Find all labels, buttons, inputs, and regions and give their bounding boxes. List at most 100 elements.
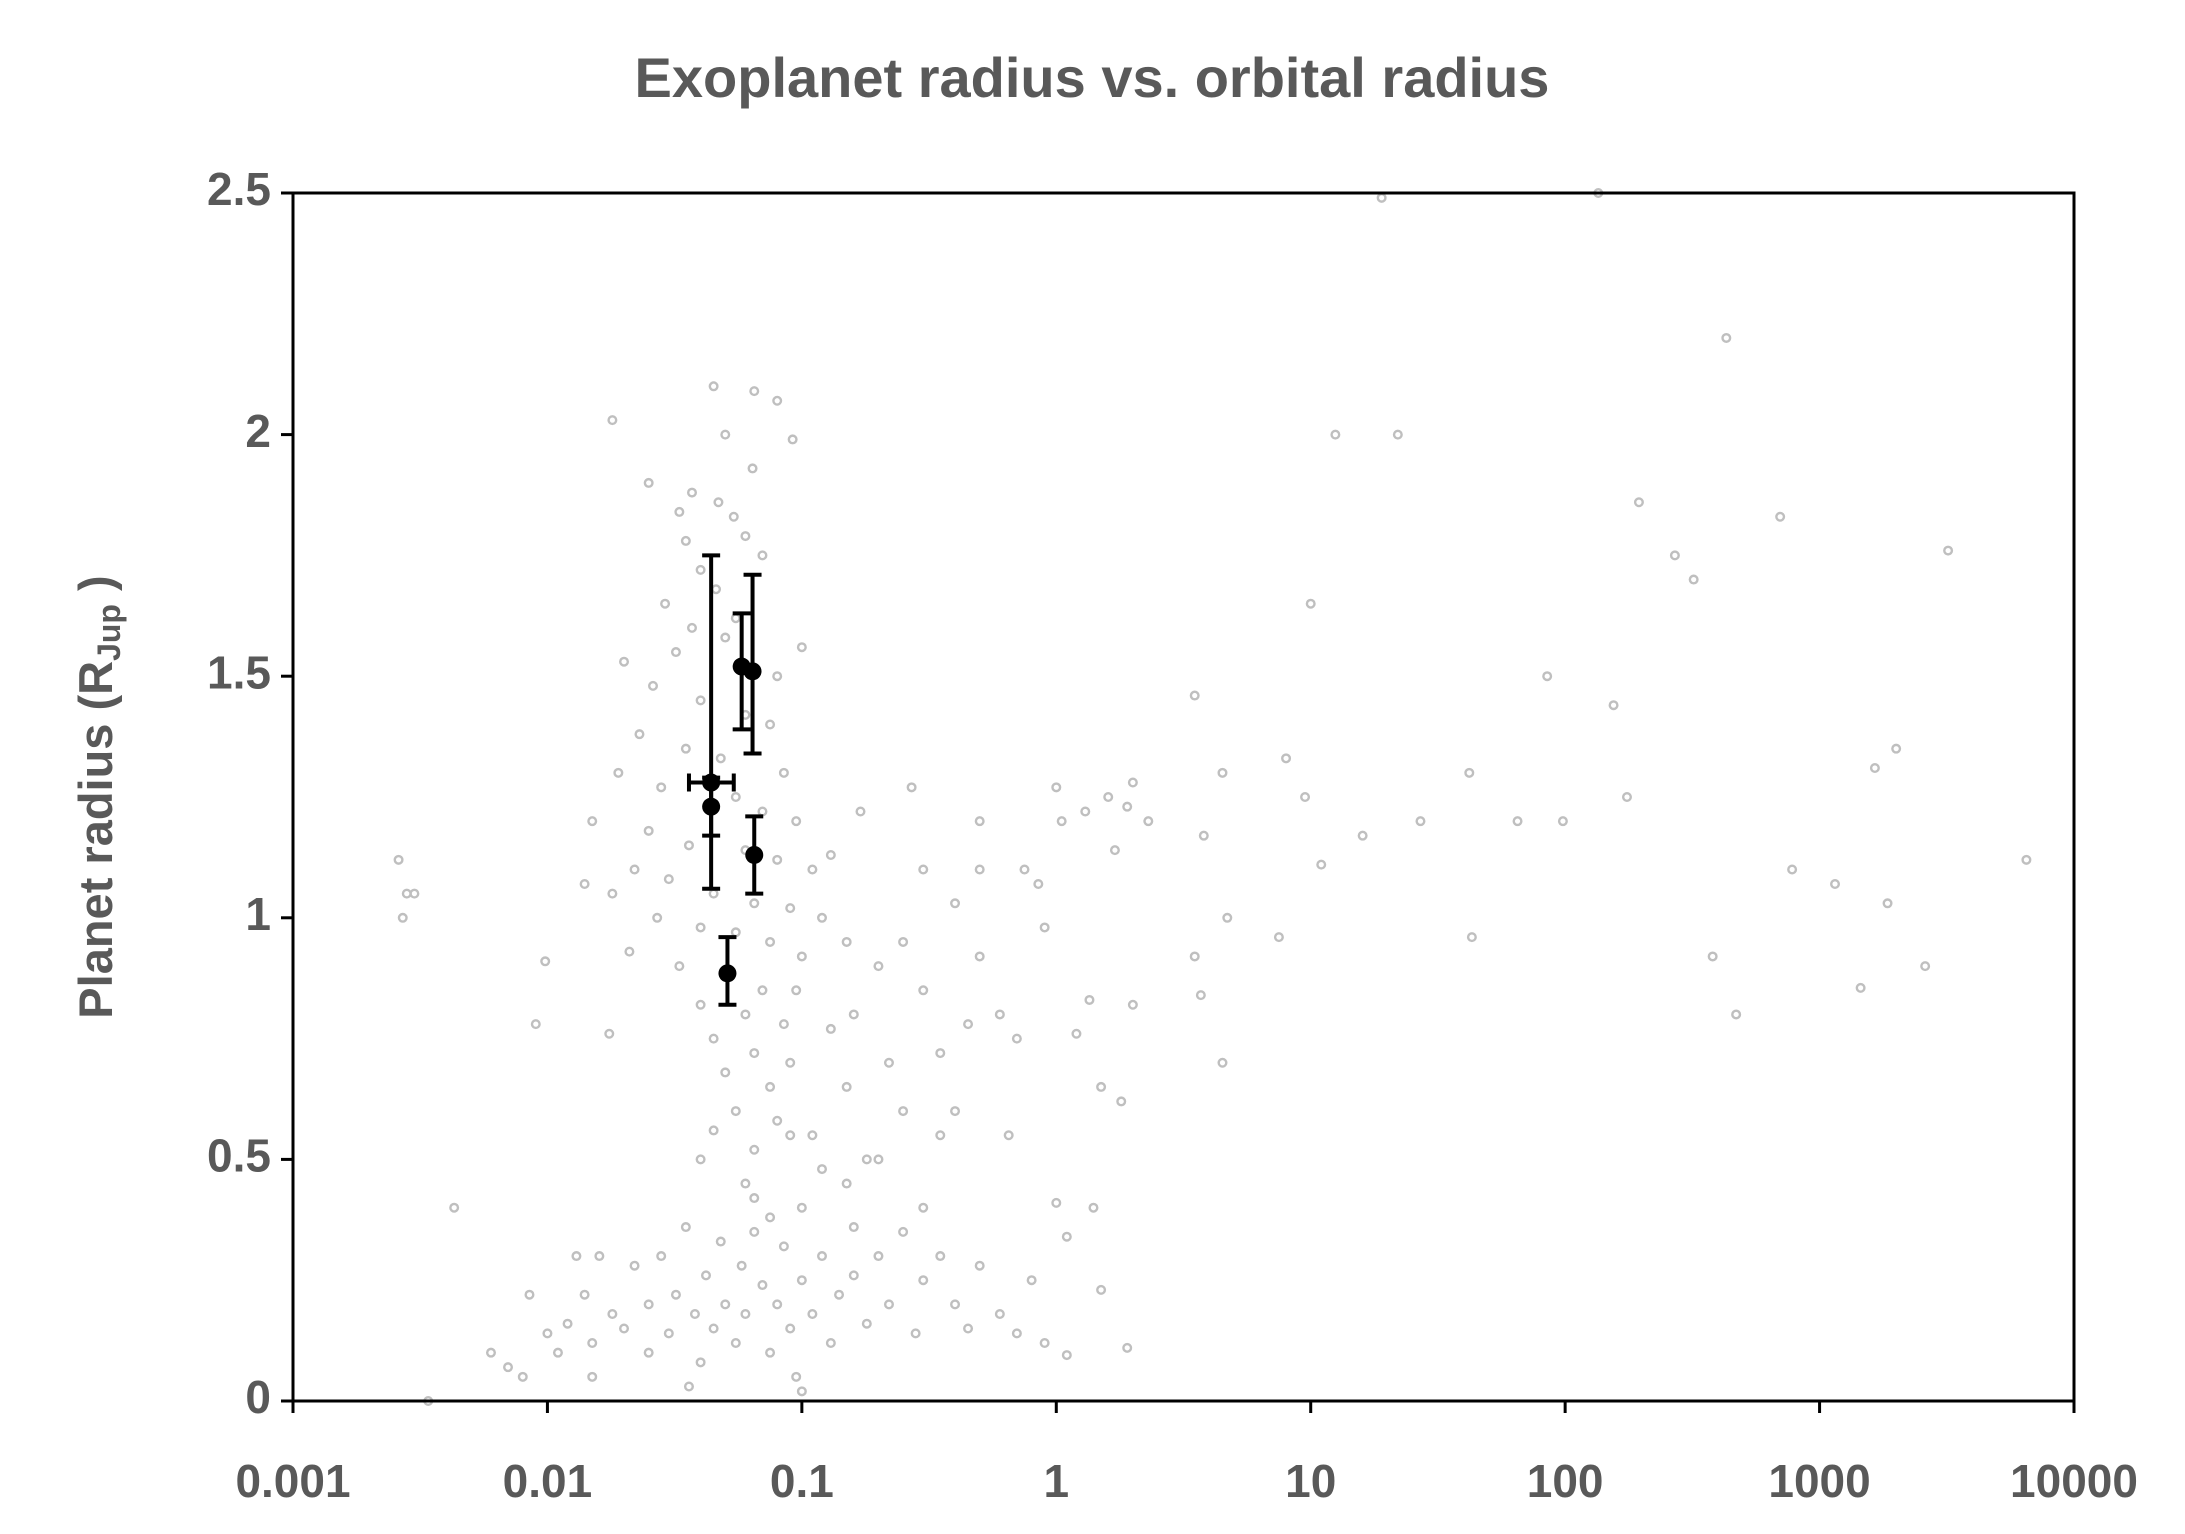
point (825, 849, 836, 860)
point (1305, 598, 1316, 609)
point (861, 1154, 872, 1165)
point (743, 662, 762, 681)
point (765, 719, 776, 730)
point (918, 864, 929, 875)
point (485, 1347, 496, 1358)
point (708, 381, 719, 392)
point (1882, 898, 1893, 909)
y-label-sub: Jup (91, 604, 127, 661)
point (1633, 497, 1644, 508)
x-tick-label: 0.001 (235, 1455, 350, 1507)
point (530, 1019, 541, 1030)
point (825, 1338, 836, 1349)
point (648, 680, 659, 691)
point (1039, 1338, 1050, 1349)
point (689, 1309, 700, 1320)
point (807, 1309, 818, 1320)
point (579, 1289, 590, 1300)
point (749, 1144, 760, 1155)
point (524, 1289, 535, 1300)
point (695, 564, 706, 575)
point (950, 1106, 961, 1117)
point (1217, 767, 1228, 778)
point (791, 1371, 802, 1382)
point (1415, 816, 1426, 827)
point (749, 898, 760, 909)
point (730, 792, 741, 803)
point (720, 429, 731, 440)
point (686, 622, 697, 633)
point (1787, 864, 1798, 875)
point (686, 487, 697, 498)
point (873, 961, 884, 972)
point (974, 864, 985, 875)
point (708, 1125, 719, 1136)
point (974, 816, 985, 827)
point (1011, 1033, 1022, 1044)
point (643, 825, 654, 836)
point (1195, 990, 1206, 1001)
point (935, 1251, 946, 1262)
point (1466, 932, 1477, 943)
point (778, 1241, 789, 1252)
x-tick-label: 1000 (1768, 1455, 1870, 1507)
point (695, 1357, 706, 1368)
point (873, 1154, 884, 1165)
point (841, 936, 852, 947)
point (994, 1009, 1005, 1020)
point (765, 1347, 776, 1358)
y-label-end: ) (69, 575, 122, 604)
point (757, 985, 768, 996)
point (730, 1338, 741, 1349)
point (1061, 1231, 1072, 1242)
point (740, 1009, 751, 1020)
point (883, 1299, 894, 1310)
point (1392, 429, 1403, 440)
point (1330, 429, 1341, 440)
point (613, 767, 624, 778)
point (695, 695, 706, 706)
point (963, 1323, 974, 1334)
point (740, 1178, 751, 1189)
point (1273, 932, 1284, 943)
point (594, 1251, 605, 1262)
point (817, 1164, 828, 1175)
point (503, 1362, 514, 1373)
point (841, 1178, 852, 1189)
point (740, 531, 751, 542)
point (1608, 700, 1619, 711)
point (643, 1299, 654, 1310)
point (1557, 816, 1568, 827)
y-tick-label: 1.5 (207, 646, 271, 698)
point (1731, 1009, 1742, 1020)
point (918, 985, 929, 996)
point (765, 936, 776, 947)
point (695, 999, 706, 1010)
point (861, 1318, 872, 1329)
point (1033, 878, 1044, 889)
point (1217, 1057, 1228, 1068)
point (825, 1023, 836, 1034)
point (974, 1260, 985, 1271)
point (607, 415, 618, 426)
point (749, 1193, 760, 1204)
point (643, 477, 654, 488)
point (1088, 1202, 1099, 1213)
point (728, 511, 739, 522)
point (834, 1289, 845, 1300)
point (1051, 782, 1062, 793)
point (652, 912, 663, 923)
point (571, 1251, 582, 1262)
point (974, 951, 985, 962)
point (772, 1299, 783, 1310)
point (715, 753, 726, 764)
point (680, 743, 691, 754)
chart-title: Exoplanet radius vs. orbital radius (635, 46, 1550, 109)
y-axis-label: Planet radius (RJup ) (69, 575, 127, 1018)
point (765, 1081, 776, 1092)
point (683, 1381, 694, 1392)
point (873, 1251, 884, 1262)
point (791, 816, 802, 827)
point (643, 1347, 654, 1358)
